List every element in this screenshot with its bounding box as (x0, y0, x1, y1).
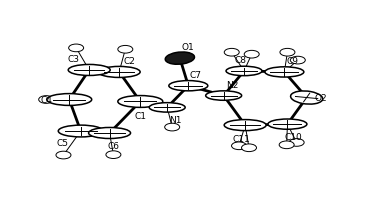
Text: C1: C1 (134, 111, 146, 120)
Circle shape (232, 142, 247, 150)
Text: C6: C6 (107, 142, 120, 151)
Ellipse shape (290, 91, 323, 105)
Text: C3: C3 (67, 55, 79, 64)
Text: C10: C10 (284, 133, 302, 142)
Text: N1: N1 (169, 116, 182, 124)
Circle shape (56, 151, 71, 159)
Circle shape (106, 151, 121, 159)
Circle shape (224, 49, 239, 57)
Text: C5: C5 (56, 139, 68, 148)
Text: O2: O2 (315, 94, 328, 103)
Ellipse shape (206, 91, 241, 101)
Circle shape (165, 124, 180, 131)
Circle shape (289, 139, 304, 147)
Ellipse shape (149, 103, 185, 113)
Circle shape (290, 57, 305, 65)
Circle shape (39, 96, 54, 104)
Text: N2: N2 (226, 81, 238, 90)
Text: O1: O1 (182, 43, 195, 52)
Ellipse shape (89, 128, 131, 139)
Text: C4: C4 (40, 96, 52, 104)
Text: C2: C2 (124, 57, 136, 66)
Circle shape (118, 46, 133, 54)
Ellipse shape (265, 67, 304, 78)
Circle shape (69, 45, 83, 52)
Circle shape (241, 144, 256, 152)
Ellipse shape (58, 125, 103, 137)
Text: C11: C11 (232, 134, 250, 143)
Circle shape (279, 141, 294, 149)
Text: C7: C7 (190, 71, 202, 80)
Ellipse shape (68, 65, 110, 76)
Ellipse shape (165, 53, 194, 65)
Text: C9: C9 (287, 57, 299, 66)
Circle shape (280, 49, 295, 57)
Ellipse shape (98, 67, 140, 78)
Ellipse shape (268, 119, 307, 130)
Ellipse shape (224, 120, 266, 131)
Text: C8: C8 (235, 55, 247, 64)
Ellipse shape (118, 96, 163, 108)
Ellipse shape (169, 81, 208, 91)
Ellipse shape (226, 67, 262, 76)
Circle shape (244, 51, 259, 59)
Ellipse shape (47, 94, 92, 106)
